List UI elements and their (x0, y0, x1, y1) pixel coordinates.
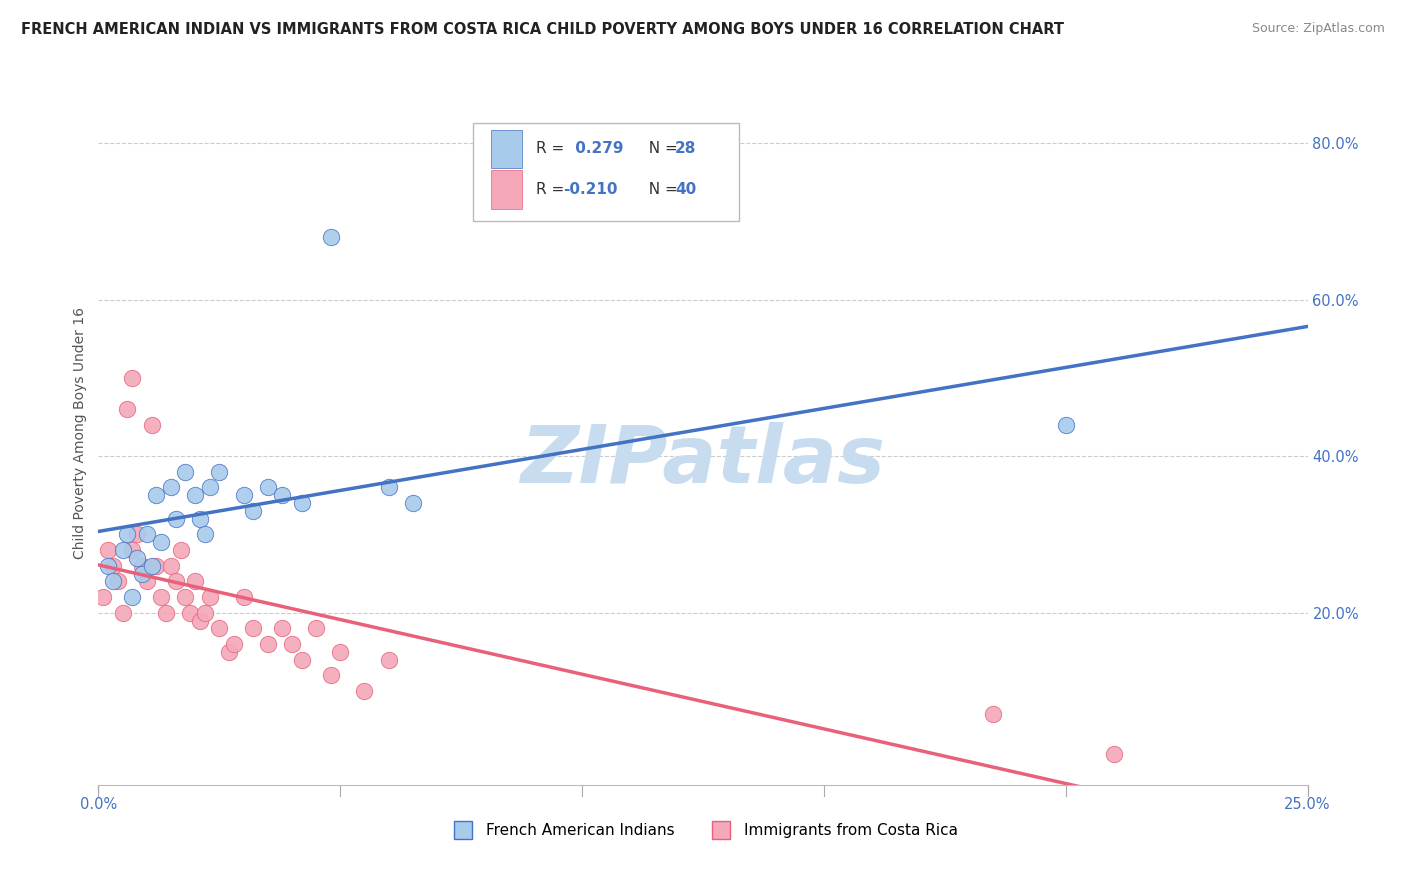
Point (329, 645, 352, 659)
Text: N =: N = (638, 142, 682, 156)
Text: R =: R = (536, 142, 569, 156)
Point (377, 480, 399, 494)
Point (169, 543, 191, 558)
Text: ZIPatlas: ZIPatlas (520, 422, 886, 500)
Point (319, 668, 342, 682)
Point (290, 653, 312, 667)
FancyBboxPatch shape (492, 169, 522, 209)
Point (101, 574, 124, 589)
Point (117, 402, 139, 417)
Point (1054, 417, 1077, 432)
Text: 28: 28 (675, 142, 696, 156)
Point (305, 621, 328, 635)
Point (155, 606, 177, 620)
Point (145, 488, 167, 502)
Point (402, 496, 425, 510)
FancyBboxPatch shape (492, 129, 522, 169)
Point (117, 527, 139, 541)
Point (111, 543, 134, 558)
Point (174, 590, 197, 604)
Point (165, 512, 187, 526)
Point (188, 512, 211, 526)
FancyBboxPatch shape (474, 122, 740, 221)
Point (160, 480, 183, 494)
Point (121, 543, 143, 558)
Point (271, 621, 294, 635)
Point (198, 480, 221, 494)
Text: N =: N = (638, 182, 682, 196)
Point (290, 496, 312, 510)
Point (232, 590, 254, 604)
Point (184, 488, 207, 502)
Text: R =: R = (536, 182, 569, 196)
Point (141, 558, 163, 573)
Point (208, 465, 231, 479)
Point (97, 558, 120, 573)
Point (121, 590, 143, 604)
Point (242, 504, 264, 518)
Text: 40: 40 (675, 182, 696, 196)
Point (150, 535, 173, 549)
Point (174, 465, 197, 479)
Point (218, 645, 240, 659)
Point (377, 653, 399, 667)
Point (194, 527, 217, 541)
Point (198, 590, 221, 604)
Point (179, 606, 201, 620)
Point (256, 480, 278, 494)
Legend: French American Indians, Immigrants from Costa Rica: French American Indians, Immigrants from… (441, 817, 965, 844)
Point (121, 371, 143, 385)
Point (135, 574, 157, 589)
Point (131, 558, 153, 573)
Point (256, 637, 278, 651)
Point (184, 574, 207, 589)
Point (135, 527, 157, 541)
Point (101, 558, 124, 573)
Point (1102, 747, 1125, 761)
Text: FRENCH AMERICAN INDIAN VS IMMIGRANTS FROM COSTA RICA CHILD POVERTY AMONG BOYS UN: FRENCH AMERICAN INDIAN VS IMMIGRANTS FRO… (21, 22, 1064, 37)
Point (127, 550, 149, 565)
Point (111, 606, 134, 620)
Point (194, 606, 217, 620)
Point (91, 590, 114, 604)
Point (981, 707, 1004, 722)
Point (222, 637, 245, 651)
Point (131, 566, 153, 581)
Point (141, 417, 163, 432)
Y-axis label: Child Poverty Among Boys Under 16: Child Poverty Among Boys Under 16 (73, 307, 87, 558)
Point (271, 488, 294, 502)
Point (208, 621, 231, 635)
Text: -0.210: -0.210 (562, 182, 617, 196)
Point (319, 230, 342, 244)
Point (127, 527, 149, 541)
Point (97, 543, 120, 558)
Point (165, 574, 187, 589)
Point (281, 637, 304, 651)
Point (242, 621, 264, 635)
Point (188, 614, 211, 628)
Point (107, 574, 129, 589)
Point (145, 558, 167, 573)
Text: 0.279: 0.279 (569, 142, 623, 156)
Point (150, 590, 173, 604)
Point (232, 488, 254, 502)
Point (160, 558, 183, 573)
Point (353, 684, 375, 698)
Text: Source: ZipAtlas.com: Source: ZipAtlas.com (1251, 22, 1385, 36)
